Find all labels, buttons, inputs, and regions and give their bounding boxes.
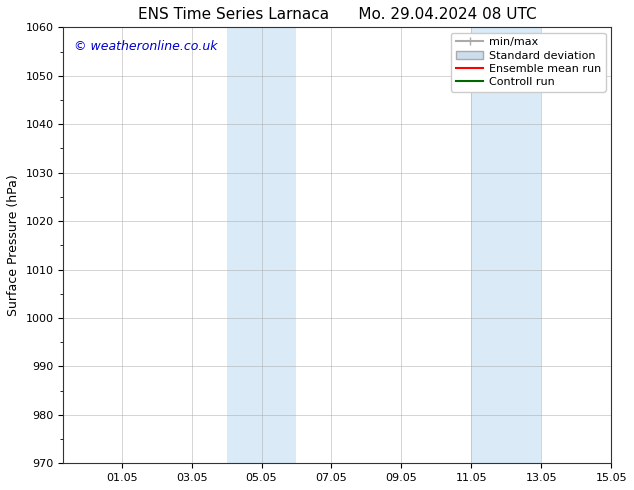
Bar — [226, 27, 297, 464]
Y-axis label: Surface Pressure (hPa): Surface Pressure (hPa) — [7, 174, 20, 316]
Legend: min/max, Standard deviation, Ensemble mean run, Controll run: min/max, Standard deviation, Ensemble me… — [451, 33, 605, 92]
Title: ENS Time Series Larnaca      Mo. 29.04.2024 08 UTC: ENS Time Series Larnaca Mo. 29.04.2024 0… — [138, 7, 536, 22]
Bar — [471, 27, 541, 464]
Text: © weatheronline.co.uk: © weatheronline.co.uk — [74, 40, 218, 53]
